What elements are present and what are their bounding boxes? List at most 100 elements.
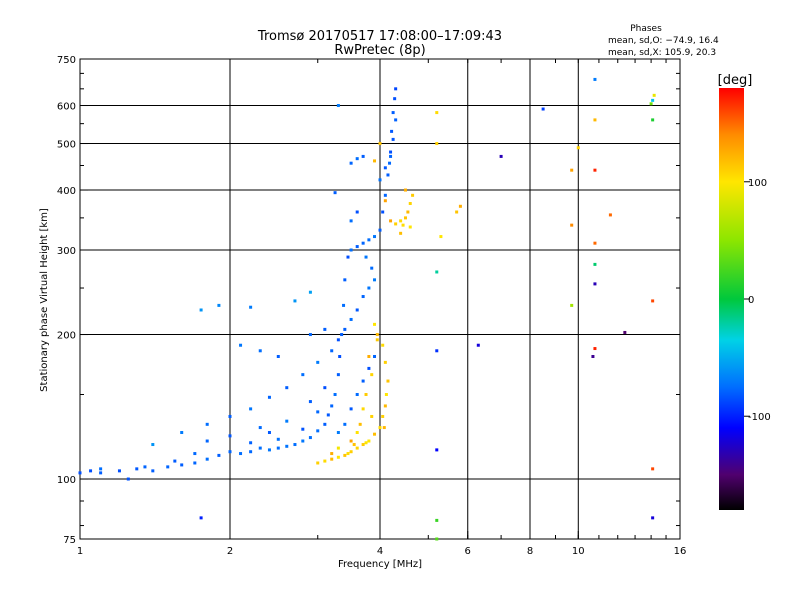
- plot-area: [78, 58, 681, 541]
- data-point: [293, 443, 297, 447]
- phase-box-x-line: mean, sd,X: 105.9, 20.3: [608, 48, 716, 58]
- data-point: [349, 407, 353, 411]
- data-point: [391, 111, 395, 115]
- data-point: [370, 266, 374, 270]
- data-point: [349, 161, 353, 165]
- data-point: [301, 373, 305, 377]
- data-point: [411, 193, 415, 197]
- data-point: [249, 305, 253, 309]
- data-point: [326, 413, 330, 417]
- data-point: [249, 441, 253, 445]
- data-point: [361, 154, 365, 158]
- data-point: [399, 219, 403, 223]
- data-point: [435, 349, 439, 353]
- data-point: [381, 414, 385, 418]
- data-point: [338, 354, 342, 358]
- data-point: [391, 137, 395, 141]
- y-tick-label: 200: [57, 331, 76, 342]
- data-point: [435, 270, 439, 274]
- data-point: [343, 327, 347, 331]
- data-point: [649, 102, 653, 106]
- data-point: [267, 448, 271, 452]
- x-tick-label: 10: [572, 546, 585, 557]
- data-point: [389, 154, 393, 158]
- x-tick-label: 4: [377, 546, 383, 557]
- data-point: [370, 373, 374, 377]
- data-point: [217, 453, 221, 457]
- y-tick-label: 300: [57, 246, 76, 257]
- y-tick-label: 750: [57, 55, 76, 66]
- data-point: [382, 426, 386, 430]
- colorbar: [deg] 100 0 -100: [718, 73, 771, 510]
- data-point: [336, 446, 340, 450]
- x-tick-label: 2: [227, 546, 233, 557]
- data-point: [361, 379, 365, 383]
- data-point: [276, 437, 280, 441]
- data-point: [308, 400, 312, 404]
- data-point: [358, 422, 362, 426]
- data-point: [375, 333, 379, 337]
- data-point: [389, 150, 393, 154]
- data-point: [570, 223, 574, 227]
- data-point: [267, 395, 271, 399]
- colorbar-tick-label: -100: [748, 412, 771, 423]
- data-point: [343, 278, 347, 282]
- data-point: [435, 537, 439, 541]
- data-point: [336, 431, 340, 435]
- data-point: [651, 516, 655, 520]
- data-point: [651, 98, 655, 102]
- data-point: [458, 204, 462, 208]
- data-point: [330, 457, 334, 461]
- data-point: [346, 255, 350, 259]
- chart-subtitle: RwPretec (8p): [334, 43, 425, 58]
- data-point: [408, 225, 412, 229]
- data-point: [193, 461, 197, 465]
- data-point: [285, 419, 289, 423]
- data-point: [308, 290, 312, 294]
- data-point: [333, 393, 337, 397]
- data-point: [623, 330, 627, 334]
- data-point: [117, 469, 121, 473]
- data-point: [267, 431, 271, 435]
- data-point: [355, 393, 359, 397]
- phase-box-title: Phases: [630, 24, 662, 34]
- data-point: [301, 427, 305, 431]
- data-point: [383, 166, 387, 170]
- data-point: [336, 373, 340, 377]
- data-point: [333, 191, 337, 195]
- data-point: [343, 422, 347, 426]
- data-point: [593, 262, 597, 266]
- data-point: [364, 441, 368, 445]
- data-point: [384, 393, 388, 397]
- data-point: [355, 210, 359, 214]
- data-point: [135, 467, 139, 471]
- data-point: [239, 343, 243, 347]
- data-point: [435, 448, 439, 452]
- data-point: [383, 404, 387, 408]
- y-tick-label: 600: [57, 102, 76, 113]
- data-point: [336, 338, 340, 342]
- data-point: [386, 379, 390, 383]
- data-point: [383, 199, 387, 203]
- data-point: [349, 317, 353, 321]
- y-tick-label: 500: [57, 140, 76, 151]
- data-point: [378, 426, 382, 430]
- data-point: [276, 354, 280, 358]
- data-point: [166, 465, 170, 469]
- data-point: [378, 228, 382, 232]
- y-axis: 75 100 200 300 400 500 600 750: [57, 55, 680, 546]
- data-point: [308, 333, 312, 337]
- data-point: [361, 443, 365, 447]
- data-point: [143, 465, 147, 469]
- data-point: [349, 219, 353, 223]
- data-point: [355, 157, 359, 161]
- data-point: [323, 386, 327, 390]
- data-point: [323, 459, 327, 463]
- data-point: [258, 446, 262, 450]
- phase-box-o-line: mean, sd,O: −74.9, 16.4: [608, 36, 719, 46]
- data-point: [316, 360, 320, 364]
- data-point: [276, 446, 280, 450]
- data-point: [499, 154, 503, 158]
- data-point: [151, 443, 155, 447]
- x-tick-label: 8: [527, 546, 533, 557]
